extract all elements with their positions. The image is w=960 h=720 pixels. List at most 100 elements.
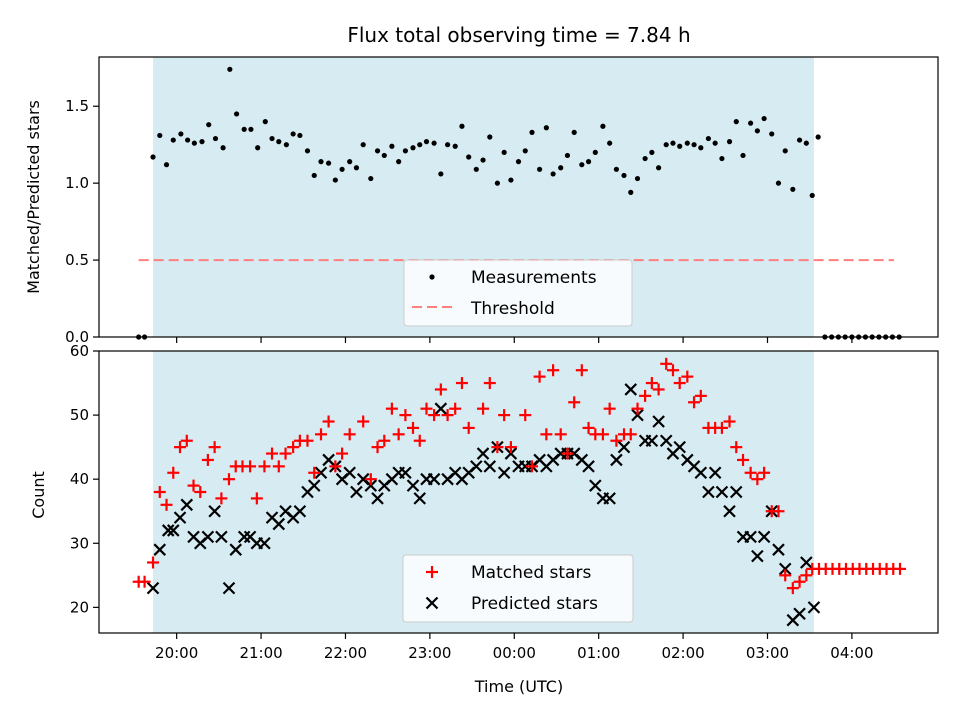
- predicted-star-point: [645, 434, 659, 448]
- matched-star-point: [526, 460, 539, 473]
- predicted-star-point: [744, 530, 757, 544]
- matched-star-point: [250, 492, 263, 505]
- predicted-star-point: [307, 479, 321, 492]
- matched-star-point: [554, 428, 567, 441]
- measurement-point: [248, 126, 254, 132]
- measurement-point: [550, 171, 556, 177]
- predicted-star-point: [399, 466, 412, 480]
- measurement-point: [325, 160, 332, 166]
- predicted-star-point: [624, 383, 638, 396]
- measurement-point: [339, 166, 345, 172]
- predicted-star-point: [413, 492, 427, 505]
- measurement-point: [269, 135, 275, 142]
- x-tick-label: 02:00: [661, 644, 704, 662]
- matched-star-point: [287, 441, 300, 454]
- y-tick-label: 60: [70, 342, 89, 360]
- legend-matched-marker: [426, 566, 438, 578]
- x-tick-label: 04:00: [830, 644, 873, 662]
- legend-predicted-x: [425, 596, 439, 610]
- matched-star-point: [568, 396, 581, 409]
- matched-star-point: [547, 364, 560, 377]
- predicted-star-point: [504, 447, 518, 460]
- measurement-point: [712, 140, 718, 146]
- matched-star-point: [772, 505, 785, 518]
- predicted-star-point: [702, 485, 715, 499]
- matched-star-point: [138, 575, 151, 588]
- matched-star-point: [477, 402, 490, 415]
- measurement-point: [206, 122, 212, 128]
- measurement-point: [255, 145, 261, 151]
- predicted-star-point: [153, 543, 167, 556]
- measurement-point: [754, 128, 760, 134]
- measurement-point: [815, 134, 821, 140]
- matched-star-point: [167, 466, 180, 479]
- predicted-star-point: [483, 460, 497, 473]
- measurement-point: [501, 149, 507, 155]
- measurement-point: [212, 135, 219, 142]
- measurement-point: [571, 129, 577, 135]
- measurement-point: [150, 154, 156, 160]
- bottom-legend: Matched stars Predicted stars: [402, 554, 634, 623]
- matched-star-point: [413, 434, 426, 447]
- measurement-point: [809, 192, 815, 199]
- matched-star-point: [894, 562, 907, 575]
- matched-star-point: [399, 409, 412, 422]
- measurement-point: [199, 139, 205, 145]
- measurement-point: [769, 131, 775, 137]
- measurement-point: [374, 148, 381, 154]
- measurement-point: [304, 148, 311, 154]
- measurement-point: [480, 157, 486, 163]
- matched-star-point: [153, 486, 166, 498]
- measurement-point: [684, 140, 690, 146]
- predicted-star-point: [222, 581, 236, 595]
- matched-star-point: [681, 370, 694, 383]
- predicted-star-point: [427, 472, 441, 486]
- predicted-star-point: [617, 440, 631, 454]
- matched-star-point: [645, 377, 658, 390]
- matched-star-point: [406, 421, 419, 434]
- measurement-point: [431, 140, 437, 146]
- top-panel-frame: [98, 56, 939, 338]
- predicted-star-point: [215, 530, 228, 544]
- predicted-star-point: [631, 408, 644, 422]
- measurement-point: [368, 175, 374, 182]
- predicted-star-point: [173, 511, 187, 524]
- measurement-point: [178, 131, 184, 137]
- predicted-star-point: [497, 466, 511, 480]
- matched-star-point: [301, 434, 314, 447]
- matched-star-point: [540, 428, 553, 441]
- predicted-star-point: [603, 492, 616, 505]
- measurement-point: [487, 134, 493, 140]
- measurement-point: [318, 159, 324, 165]
- measurement-point: [761, 115, 767, 122]
- measurement-point: [748, 120, 754, 126]
- measurement-point: [726, 139, 733, 145]
- matched-star-point: [639, 389, 652, 402]
- predicted-star-point: [772, 543, 785, 556]
- y-tick-label: 30: [70, 534, 89, 552]
- predicted-star-point: [729, 485, 743, 499]
- predicted-star-point: [343, 466, 356, 480]
- matched-star-point: [343, 428, 356, 441]
- measurement-point: [311, 172, 317, 179]
- measurement-point: [585, 159, 592, 165]
- matched-star-point: [314, 428, 327, 441]
- predicted-star-point: [708, 466, 722, 480]
- measurement-point: [163, 162, 170, 168]
- y-tick-label: 20: [70, 598, 89, 616]
- measurement-point: [642, 155, 648, 162]
- y-tick-label: 1.0: [65, 174, 89, 192]
- measurement-point: [537, 166, 543, 172]
- x-tick-label: 01:00: [577, 644, 620, 662]
- matched-star-point: [308, 466, 321, 479]
- measurement-point: [353, 165, 360, 171]
- matched-star-point: [434, 383, 447, 396]
- x-tick-label: 00:00: [493, 644, 536, 662]
- x-axis-label: Time (UTC): [474, 677, 563, 696]
- measurement-point: [529, 129, 535, 135]
- x-tick-label: 22:00: [324, 644, 367, 662]
- measurement-point: [790, 186, 796, 192]
- matched-star-point: [428, 409, 441, 422]
- matched-star-point: [631, 402, 644, 415]
- predicted-star-point: [258, 536, 271, 550]
